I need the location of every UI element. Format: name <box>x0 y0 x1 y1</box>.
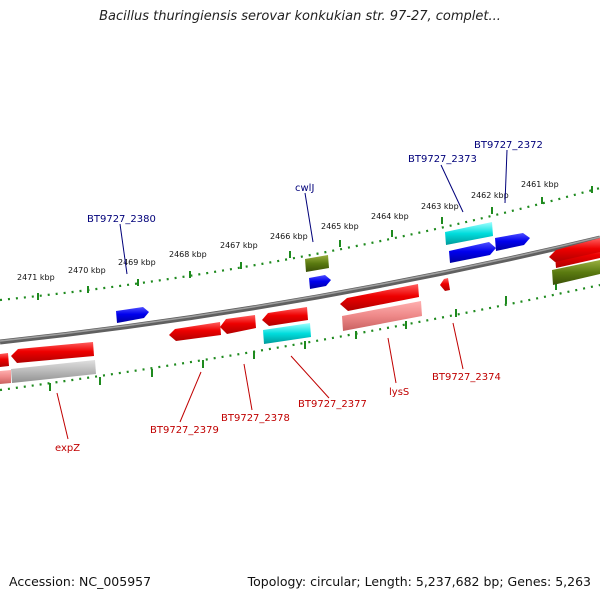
leader-bt9727-2374 <box>452 322 464 370</box>
leader-cwlj <box>304 192 314 243</box>
feature-bt9727-2380[interactable] <box>116 307 149 323</box>
gene-label-bt9727-2377: BT9727_2377 <box>298 399 367 410</box>
label-leaders <box>56 149 508 440</box>
tick-label-2462: 2462 kbp <box>471 191 509 200</box>
major-ticks-outer <box>37 186 593 300</box>
leader-expz <box>56 392 69 440</box>
feature-lyss[interactable] <box>340 284 419 311</box>
topology-summary: Topology: circular; Length: 5,237,682 bp… <box>247 574 591 589</box>
inner-strand-features <box>0 238 600 384</box>
tick-label-2464: 2464 kbp <box>371 212 409 221</box>
feature-expz[interactable] <box>11 342 94 363</box>
leader-bt9727-2378 <box>243 363 253 411</box>
feature-expz-gray[interactable] <box>11 360 96 383</box>
gene-label-expz: expZ <box>55 443 80 454</box>
feature-right-olive-outer[interactable] <box>552 260 600 285</box>
feature-bt9727-2373-cyan[interactable] <box>445 222 493 245</box>
feature-left-red-edge[interactable] <box>0 353 9 367</box>
leader-bt9727-2380 <box>119 223 128 275</box>
map-title: Bacillus thuringiensis serovar konkukian… <box>99 9 501 24</box>
feature-bt9727-2377[interactable] <box>262 307 308 326</box>
tick-label-2467: 2467 kbp <box>220 241 258 250</box>
gene-label-lyss: lysS <box>389 387 409 398</box>
feature-lyss-pink[interactable] <box>342 301 422 331</box>
tick-label-2469: 2469 kbp <box>118 258 156 267</box>
feature-bt9727-2378[interactable] <box>220 315 256 334</box>
gene-label-bt9727-2372: BT9727_2372 <box>474 140 543 151</box>
feature-bt9727-2379[interactable] <box>169 322 221 341</box>
tick-label-2463: 2463 kbp <box>421 202 459 211</box>
feature-bt9727-2374[interactable] <box>440 278 450 291</box>
feature-cwlj[interactable] <box>309 275 331 289</box>
gene-label-bt9727-2374: BT9727_2374 <box>432 372 501 383</box>
gene-label-bt9727-2380: BT9727_2380 <box>87 214 156 225</box>
feature-bt9727-2373[interactable] <box>449 242 496 263</box>
gene-label-bt9727-2379: BT9727_2379 <box>150 425 219 436</box>
feature-bt9727-2372[interactable] <box>495 233 530 251</box>
tick-label-2466: 2466 kbp <box>270 232 308 241</box>
genome-backbone <box>0 235 600 345</box>
tick-label-2470: 2470 kbp <box>68 266 106 275</box>
gene-label-bt9727-2373: BT9727_2373 <box>408 154 477 165</box>
leader-bt9727-2377 <box>290 355 330 399</box>
feature-left-pink-edge[interactable] <box>0 370 11 384</box>
gene-label-bt9727-2378: BT9727_2378 <box>221 413 290 424</box>
major-ticks-inner <box>49 282 557 391</box>
tick-label-2461: 2461 kbp <box>521 180 559 189</box>
leader-bt9727-2373 <box>440 164 464 213</box>
feature-bt9727-2377-cyan[interactable] <box>263 323 311 344</box>
tick-label-2468: 2468 kbp <box>169 250 207 259</box>
tick-label-2465: 2465 kbp <box>321 222 359 231</box>
leader-bt9727-2379 <box>179 371 202 423</box>
accession-label: Accession: NC_005957 <box>9 574 152 589</box>
gene-label-cwlj: cwlJ <box>295 183 314 194</box>
leader-lyss <box>387 337 397 384</box>
tick-label-2471: 2471 kbp <box>17 273 55 282</box>
feature-cwlj-olive[interactable] <box>305 255 329 272</box>
genome-backbone-highlight <box>0 236 600 342</box>
feature-right-red-inner[interactable] <box>549 238 600 262</box>
leader-bt9727-2372 <box>504 149 508 204</box>
